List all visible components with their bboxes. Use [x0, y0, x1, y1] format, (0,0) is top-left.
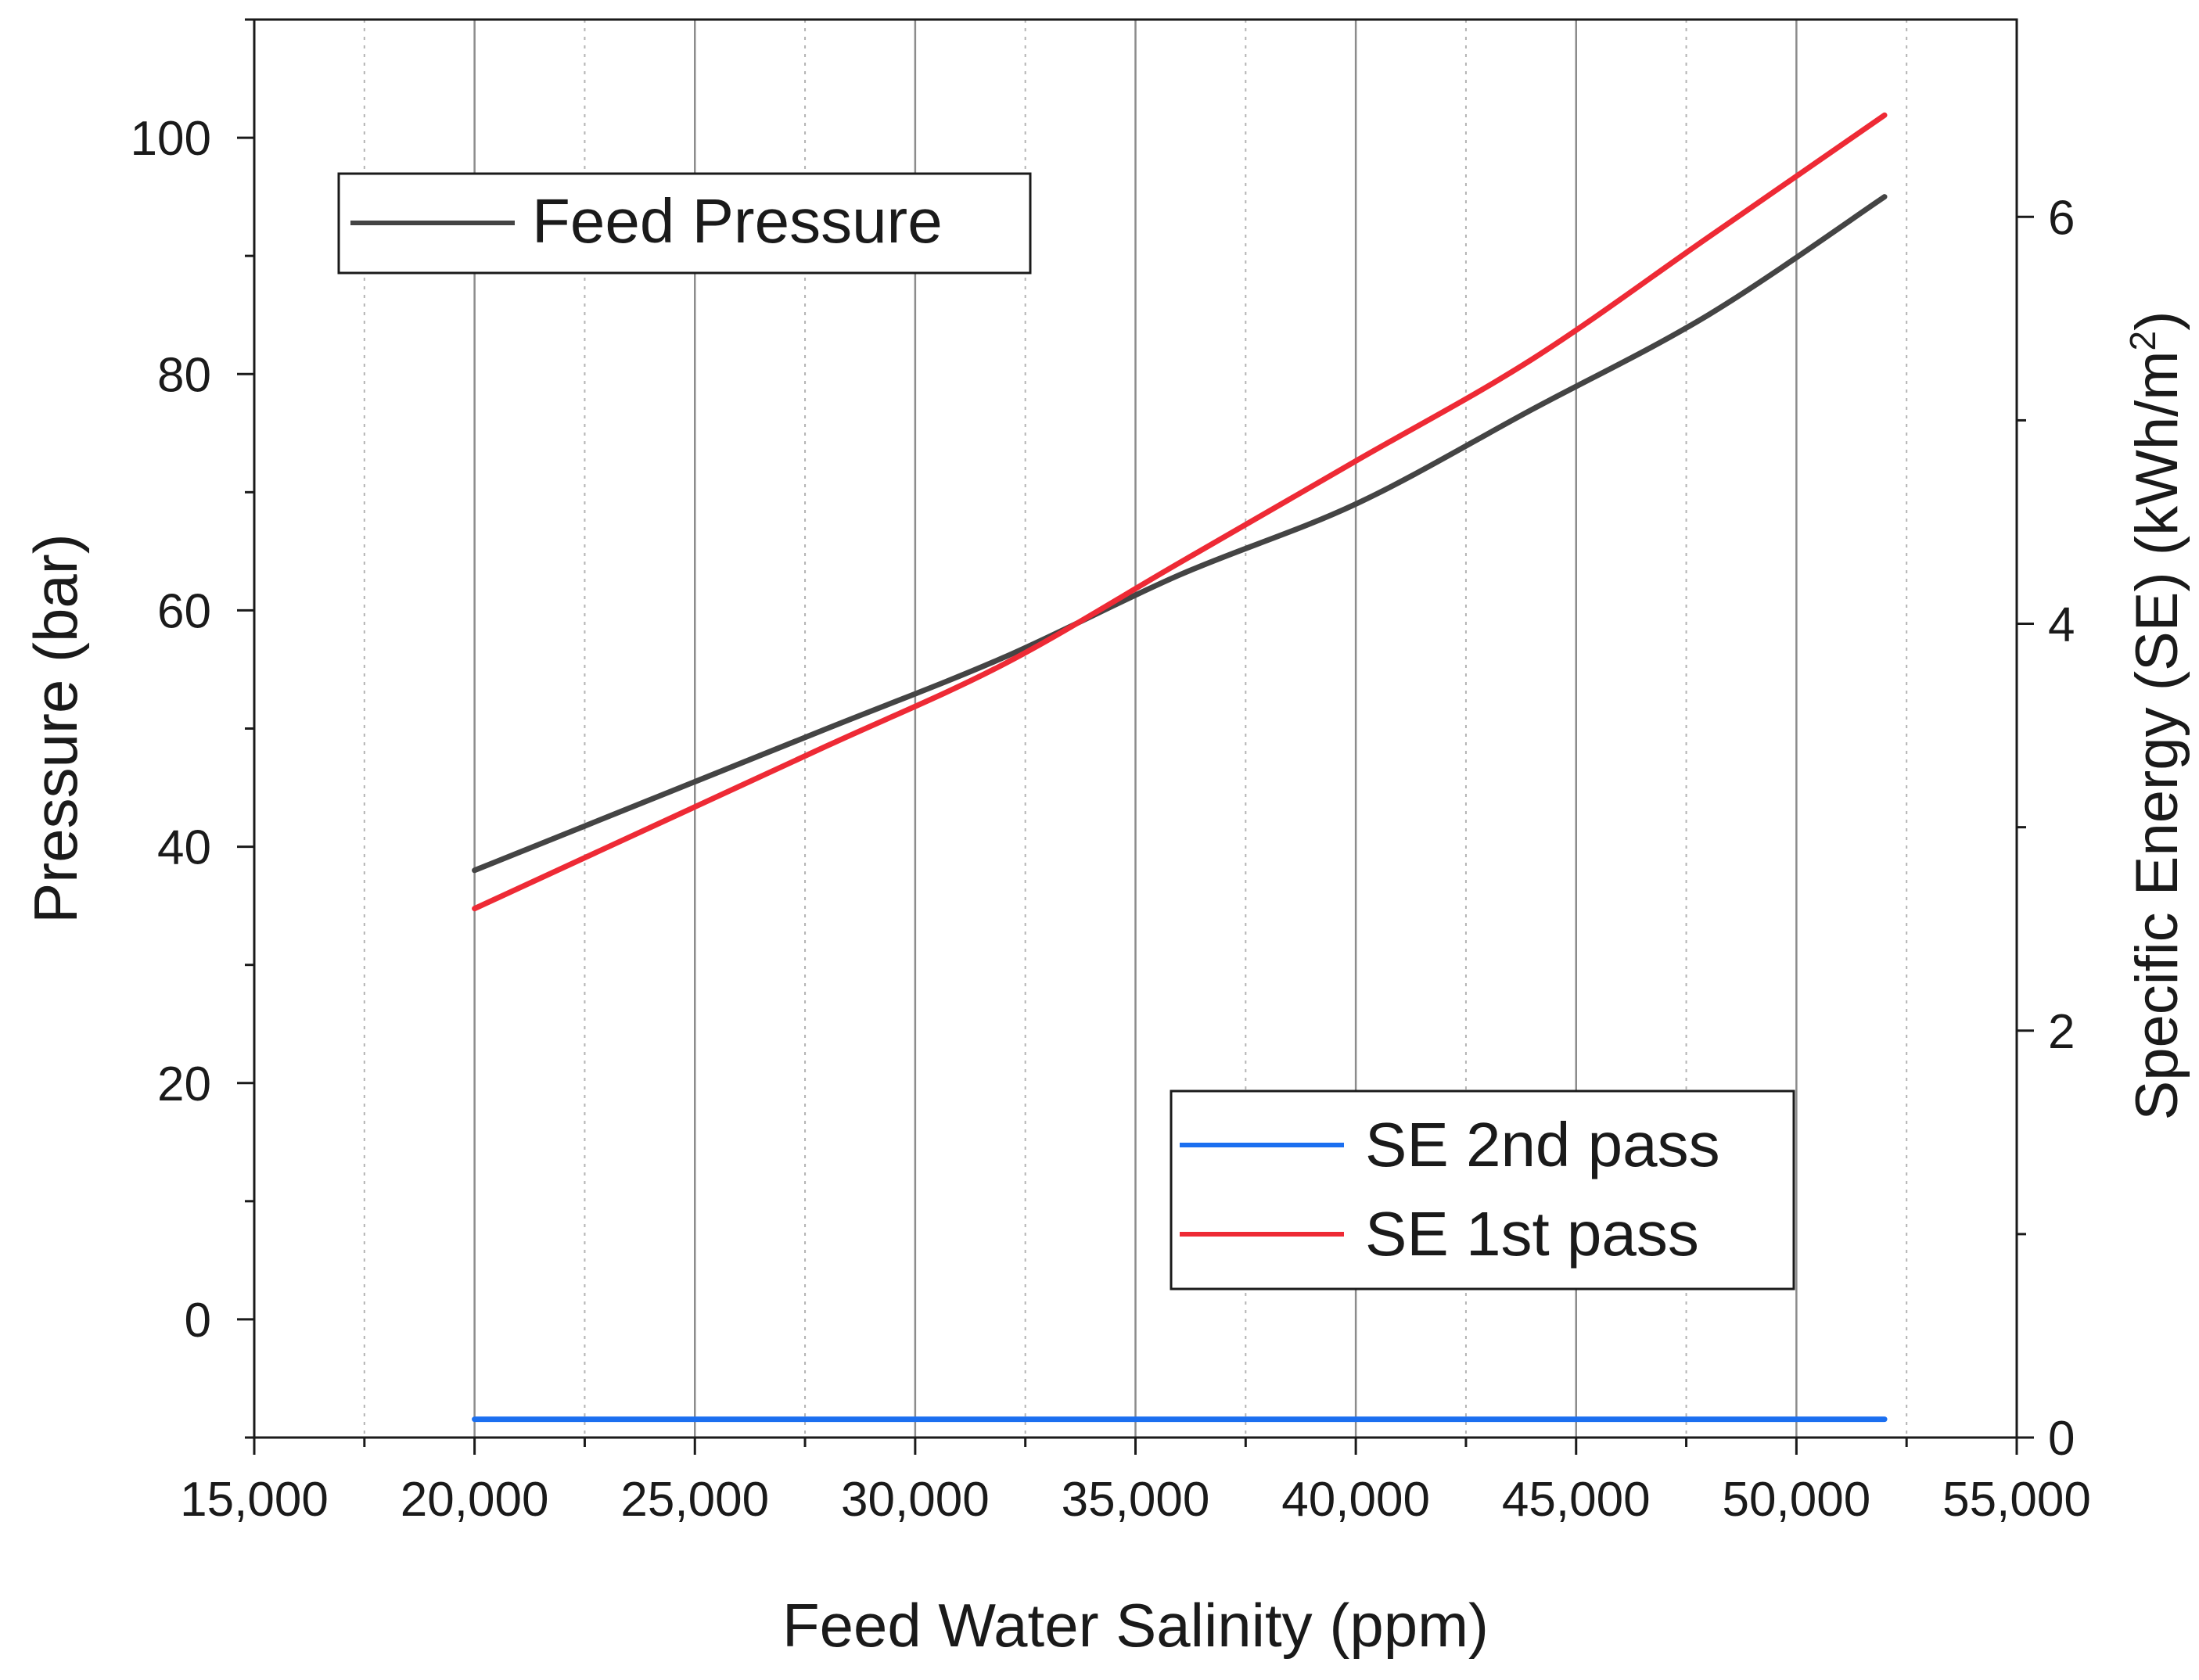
x-tick-label: 25,000 — [620, 1473, 769, 1527]
x-axis-title: Feed Water Salinity (ppm) — [782, 1591, 1489, 1660]
y-left-tick-label: 80 — [157, 348, 211, 402]
y-right-axis-title: Specific Energy (SE) (kWh/m2) — [2122, 311, 2190, 1121]
y-right-axis-title-close: ) — [2124, 311, 2190, 331]
y-right-tick-label: 4 — [2048, 598, 2075, 652]
x-tick-label: 20,000 — [401, 1473, 549, 1527]
x-tick-label: 45,000 — [1502, 1473, 1651, 1527]
x-tick-label: 40,000 — [1281, 1473, 1430, 1527]
y-left-tick-label: 40 — [157, 821, 211, 875]
legend-label-se-2nd-pass: SE 2nd pass — [1365, 1110, 1720, 1179]
y-right-tick-label: 6 — [2048, 191, 2075, 245]
series-lines — [472, 112, 1888, 1423]
series-line-se-1st-pass — [472, 112, 1888, 912]
legend-box — [1170, 1089, 1795, 1291]
x-tick-label: 55,000 — [1942, 1473, 2091, 1527]
axis-ticks — [237, 18, 2034, 1455]
x-tick-label: 30,000 — [841, 1473, 990, 1527]
x-tick-label: 35,000 — [1062, 1473, 1210, 1527]
x-tick-label: 15,000 — [180, 1473, 329, 1527]
y-right-tick-label: 0 — [2048, 1412, 2075, 1466]
axis-tick-labels: 15,000 20,000 25,000 30,000 35,000 40,000 45,0… — [131, 112, 2091, 1527]
x-tick-label: 50,000 — [1723, 1473, 1871, 1527]
y-left-tick-label: 60 — [157, 584, 211, 638]
y-right-tick-label: 2 — [2048, 1005, 2075, 1059]
legend-specific-energy: SE 2nd pass SE 1st pass — [1170, 1089, 1795, 1291]
y-right-axis-title-main: Specific Energy (SE) (kWh/m — [2124, 350, 2190, 1120]
y-left-tick-label: 0 — [185, 1294, 211, 1348]
y-left-tick-label: 20 — [157, 1057, 211, 1111]
legend-label-feed-pressure: Feed Pressure — [532, 186, 943, 256]
y-left-tick-label: 100 — [131, 112, 211, 166]
y-right-axis-title-superscript: 2 — [2122, 331, 2163, 351]
series-line-feed-pressure — [472, 194, 1888, 874]
legend-label-se-1st-pass: SE 1st pass — [1365, 1199, 1699, 1269]
legend-feed-pressure: Feed Pressure — [337, 172, 1032, 275]
y-left-axis-title: Pressure (bar) — [21, 533, 90, 923]
